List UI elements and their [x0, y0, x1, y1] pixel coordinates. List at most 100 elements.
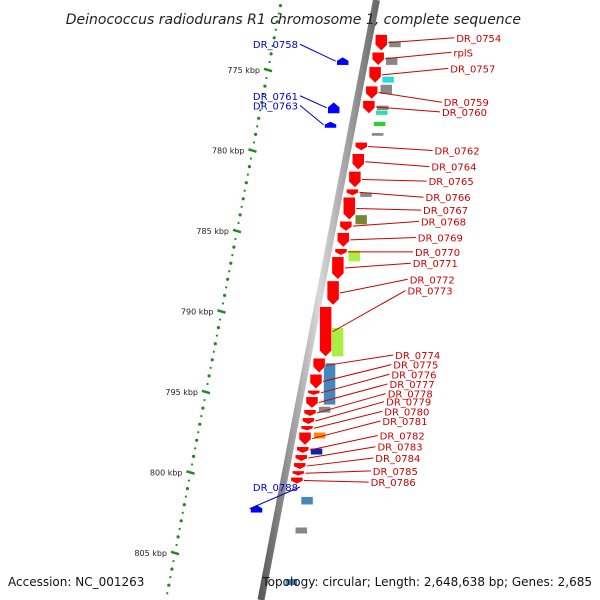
leader-line	[305, 470, 371, 474]
gene-label: DR_0778	[388, 390, 433, 401]
ruler-dot	[254, 132, 258, 136]
ruler-dot	[209, 366, 212, 369]
leader-line	[306, 457, 374, 467]
gene-arrow	[348, 171, 362, 188]
tick-label: 785 kbp	[196, 227, 229, 236]
ruler-dot	[218, 318, 222, 321]
ruler-dot	[184, 495, 187, 498]
gene-arrow	[365, 85, 378, 100]
gene-arrow	[362, 100, 376, 114]
gene-arrow	[293, 462, 306, 470]
gene-label: DR_0774	[395, 351, 440, 362]
ruler-dot	[207, 374, 211, 378]
ruler-dot	[246, 173, 249, 176]
leader-line	[365, 161, 430, 168]
gene-arrow	[305, 396, 319, 409]
gene-arrow	[292, 470, 305, 476]
leader-line	[303, 480, 369, 483]
accession-text: Accession: NC_001263	[8, 575, 144, 589]
tick-label: 800 kbp	[150, 469, 183, 478]
gene-arrow	[324, 121, 337, 129]
gene-arrow	[298, 432, 312, 446]
ruler-dot	[215, 334, 218, 337]
ruler-dot	[216, 326, 220, 330]
leader-line	[309, 434, 378, 451]
ruler-dot	[225, 286, 228, 289]
gene-label: DR_0786	[371, 478, 416, 489]
ruler-dot	[178, 527, 181, 530]
ruler-dot	[257, 116, 261, 120]
feature-block	[318, 406, 331, 414]
gene-label: DR_0782	[380, 431, 425, 442]
tick-mark	[248, 148, 257, 153]
ruler-dot	[278, 4, 282, 8]
ruler-dot	[260, 100, 264, 104]
leader-line	[388, 37, 455, 44]
gene-label: DR_0762	[435, 147, 480, 158]
gene-arrow	[319, 306, 332, 357]
gene-arrow	[326, 280, 340, 306]
feature-block	[388, 40, 402, 48]
gene-arrow	[355, 142, 368, 151]
feature-block	[295, 526, 308, 534]
ruler-dot	[275, 20, 279, 24]
gene-arrow	[336, 56, 349, 66]
leader-line	[339, 278, 408, 294]
feature-block	[375, 110, 389, 116]
tick-label: 805 kbp	[134, 549, 167, 558]
ruler-dot	[182, 503, 186, 507]
gene-label: DR_0761	[253, 92, 298, 103]
ruler-dot	[172, 559, 175, 563]
gene-label: DR_0776	[391, 370, 436, 381]
gene-arrow	[296, 446, 310, 454]
gene-label: DR_0768	[421, 217, 466, 228]
feature-block	[381, 76, 395, 84]
gene-label: DR_0781	[382, 417, 427, 428]
gene-arrow	[327, 101, 340, 114]
gene-label: rplS	[453, 48, 473, 59]
tick-mark	[217, 309, 226, 314]
ruler-dot	[265, 76, 268, 80]
gene-arrow	[343, 196, 356, 221]
gene-label: DR_0765	[429, 177, 474, 188]
gene-arrow	[375, 34, 388, 52]
gene-arrow	[352, 153, 365, 171]
gene-arrow	[309, 374, 323, 390]
gene-label: DR_0775	[393, 361, 438, 372]
label-leader-lines	[249, 37, 455, 510]
leader-line	[368, 145, 433, 151]
ruler-dot	[274, 28, 277, 31]
ruler-dot	[213, 342, 217, 346]
tick-mark	[232, 228, 242, 234]
ruler-dot	[179, 519, 183, 523]
gene-arrow	[303, 409, 317, 417]
leader-line	[322, 364, 392, 383]
ruler-dot	[269, 52, 273, 56]
leader-line	[326, 354, 394, 366]
backbone-line	[257, 0, 380, 600]
ruler-dot	[176, 535, 180, 539]
gene-label: DR_0783	[377, 443, 422, 454]
gene-label: DR_0760	[442, 108, 487, 119]
leader-line	[385, 51, 452, 60]
feature-block	[371, 132, 384, 137]
gene-arrow	[331, 256, 345, 280]
leader-line	[316, 393, 386, 414]
gene-arrow	[290, 477, 304, 485]
gene-arrow	[302, 417, 315, 425]
tick-mark	[263, 67, 273, 73]
ruler-dot	[167, 583, 171, 587]
ruler-dot	[247, 165, 251, 169]
gene-arrow	[339, 221, 353, 232]
ruler-dot	[190, 463, 194, 466]
gene-label: DR_0779	[386, 398, 431, 409]
genome-summary-text: Topology: circular; Length: 2,648,638 bp…	[261, 575, 592, 589]
ruler-dot	[234, 237, 237, 241]
ruler-dot	[228, 270, 231, 273]
gene-label: DR_0759	[444, 98, 489, 109]
gene-arrow	[300, 425, 314, 431]
ruler-dot	[185, 487, 189, 491]
ruler-dot	[166, 592, 169, 595]
leader-line	[382, 67, 449, 76]
